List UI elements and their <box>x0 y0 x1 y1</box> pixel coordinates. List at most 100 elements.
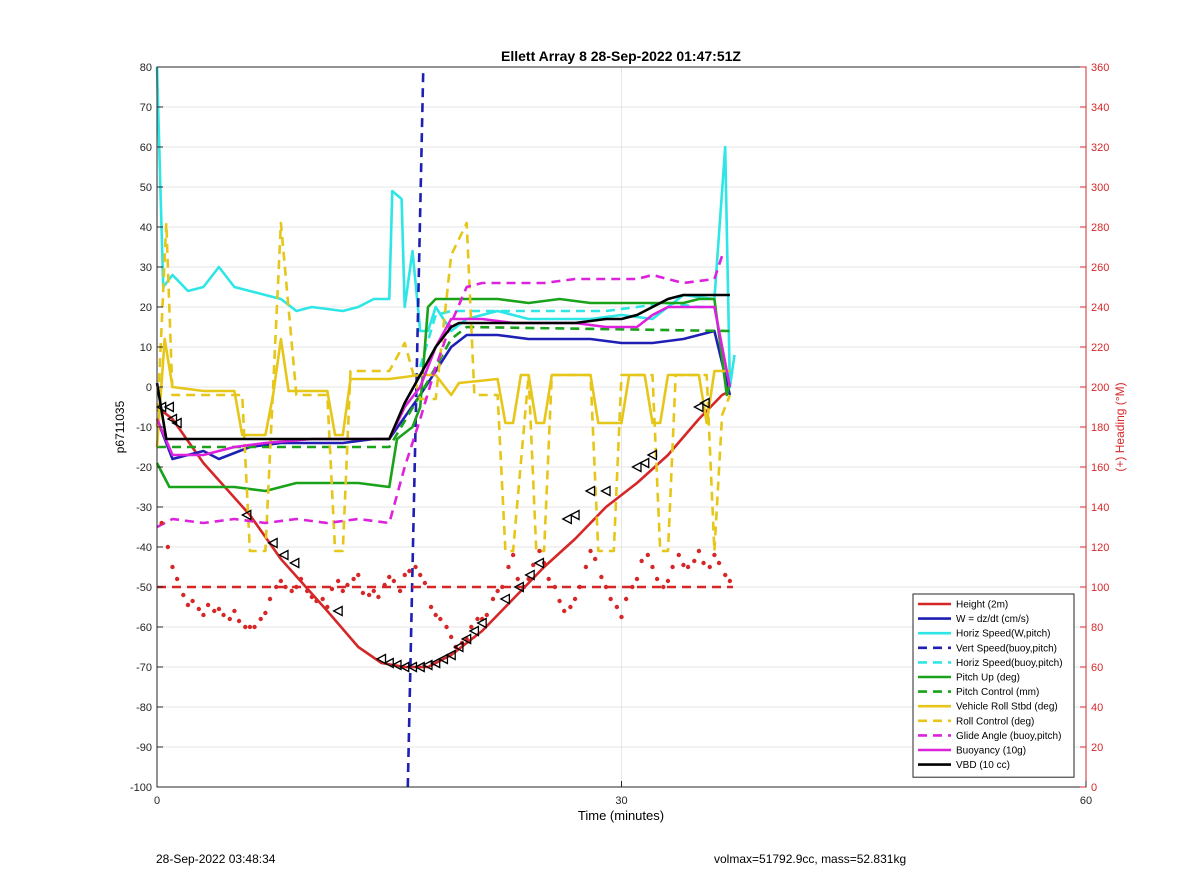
heading-point <box>376 594 381 600</box>
heading-point <box>274 584 279 590</box>
glider-marker <box>533 557 545 569</box>
heading-point <box>681 562 686 568</box>
glider-marker <box>468 625 480 637</box>
y2-tick-label: 340 <box>1091 102 1109 114</box>
heading-point <box>325 604 330 610</box>
glider-marker <box>163 401 175 413</box>
heading-point <box>397 588 403 594</box>
y2-tick-label: 120 <box>1091 542 1109 554</box>
heading-point <box>263 610 268 616</box>
heading-point <box>402 572 407 578</box>
legend-label: Glide Angle (buoy,pitch) <box>956 731 1061 742</box>
y-axis-label: p6711035 <box>113 400 127 453</box>
heading-point <box>475 616 480 622</box>
heading-point <box>727 578 733 584</box>
y2-tick-label: 180 <box>1091 422 1109 434</box>
heading-point <box>619 614 624 620</box>
heading-point <box>329 586 335 592</box>
series-line-vbd-10-cc <box>155 293 730 441</box>
heading-point <box>552 584 558 590</box>
heading-point <box>236 618 242 624</box>
heading-point <box>360 590 366 596</box>
heading-point <box>707 564 712 570</box>
y2-tick-label: 220 <box>1091 342 1109 354</box>
heading-point <box>205 602 211 608</box>
heading-point <box>665 578 671 584</box>
y-tick-label: 60 <box>140 142 152 154</box>
heading-point <box>639 558 644 564</box>
heading-point <box>422 580 428 586</box>
legend-label: Horiz Speed(W,pitch) <box>956 629 1050 640</box>
heading-point <box>283 584 288 590</box>
series-line-pitch-up-deg <box>155 297 732 493</box>
glider-marker <box>499 593 511 605</box>
heading-point <box>196 606 202 612</box>
legend-label: Buoyancy (10g) <box>956 746 1026 757</box>
heading-point <box>335 578 341 584</box>
x-tick-label: 0 <box>154 795 160 807</box>
glider-marker <box>414 661 425 673</box>
heading-point <box>227 616 232 622</box>
glider-marker <box>429 657 441 669</box>
heading-point <box>212 608 217 614</box>
glider-marker <box>240 509 252 521</box>
heading-point <box>577 584 582 590</box>
x-tick-label: 30 <box>615 795 627 807</box>
series-line-roll-control-deg <box>155 221 732 553</box>
heading-points <box>159 520 733 650</box>
heading-point <box>716 560 722 566</box>
heading-point <box>650 564 655 570</box>
heading-point <box>490 596 496 602</box>
legend-label: Pitch Up (deg) <box>956 673 1020 684</box>
y2-tick-label: 0 <box>1091 782 1097 794</box>
heading-point <box>170 564 175 570</box>
x-axis-label: Time (minutes) <box>578 808 664 823</box>
y2-tick-label: 60 <box>1091 662 1103 674</box>
heading-point <box>588 548 593 554</box>
heading-point <box>438 616 443 622</box>
heading-point <box>537 548 542 554</box>
y2-tick-label: 200 <box>1091 382 1109 394</box>
heading-point <box>614 604 620 610</box>
heading-point <box>247 624 253 630</box>
series-line-glide-angle-buoy-pitch <box>156 250 725 529</box>
heading-point <box>433 612 438 618</box>
y2-tick-label: 360 <box>1091 62 1109 74</box>
heading-point <box>298 576 304 582</box>
y2-tick-label: 320 <box>1091 142 1109 154</box>
heading-point <box>428 604 434 610</box>
legend-box <box>912 593 1075 778</box>
heading-point <box>294 584 299 590</box>
glider-marker <box>375 653 387 665</box>
series-line-pitch-control-mm <box>157 325 730 449</box>
heading-point <box>692 558 697 564</box>
legend-label: Height (2m) <box>956 600 1008 611</box>
legend-label: W = dz/dt (cm/s) <box>956 614 1029 625</box>
glider-marker <box>391 659 402 671</box>
series-layer <box>155 66 736 788</box>
heading-point <box>557 598 562 604</box>
heading-point <box>484 612 489 618</box>
series-line-vert-speed-buoy-pitch <box>406 66 425 788</box>
heading-point <box>469 624 474 630</box>
heading-point <box>289 588 294 594</box>
glider-marker <box>445 649 456 661</box>
heading-point <box>723 572 728 578</box>
chart-title: Ellett Array 8 28-Sep-2022 01:47:51Z <box>501 48 741 64</box>
y2-tick-label: 240 <box>1091 302 1109 314</box>
y2-tick-label: 80 <box>1091 622 1103 634</box>
heading-point <box>526 576 531 582</box>
y-tick-label: 50 <box>140 182 152 194</box>
heading-point <box>304 588 310 594</box>
heading-point <box>351 576 356 582</box>
legend-label: Horiz Speed(buoy,pitch) <box>956 658 1063 669</box>
heading-point <box>258 616 263 622</box>
heading-point <box>216 606 222 612</box>
y-tick-label: 30 <box>140 262 152 274</box>
glider-marker <box>561 513 572 525</box>
y2-tick-label: 280 <box>1091 222 1109 234</box>
glider-marker <box>638 457 650 469</box>
heading-point <box>221 612 226 618</box>
glider-marker <box>569 509 580 521</box>
y-tick-label: 20 <box>140 302 152 314</box>
